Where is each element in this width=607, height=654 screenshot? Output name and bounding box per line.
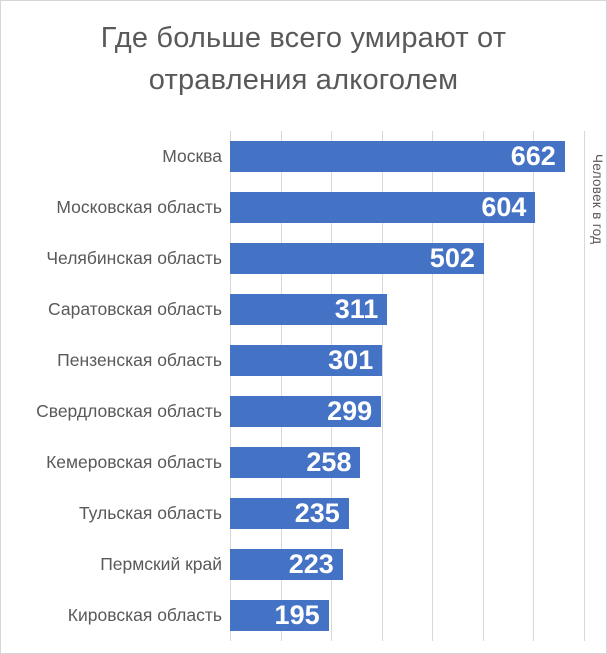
- bar-track: 301: [230, 345, 584, 376]
- bar-row: Тульская область 235: [1, 488, 584, 539]
- category-label: Челябинская область: [46, 248, 222, 268]
- gridline-layer: [230, 131, 585, 641]
- category-label: Кировская область: [67, 605, 222, 625]
- bar-value-label: 235: [294, 498, 340, 528]
- bar: 299: [230, 396, 382, 427]
- bar-row: Кемеровская область 258: [1, 437, 584, 488]
- bar-track: 299: [230, 396, 584, 427]
- bar: 301: [230, 345, 383, 376]
- bar-track: 604: [230, 192, 584, 223]
- category-label: Тульская область: [78, 503, 222, 523]
- category-label: Пермский край: [100, 554, 222, 574]
- bar-value-label: 223: [288, 549, 334, 579]
- bar-row: Пермский край 223: [1, 539, 584, 590]
- bar-rows: Москва 662 Московская область 604 Челябинска…: [1, 131, 584, 641]
- bar-row: Саратовская область 311: [1, 284, 584, 335]
- gridline: [432, 131, 434, 641]
- gridline: [482, 131, 484, 641]
- category-label: Свердловская область: [36, 401, 222, 421]
- bar-row: Кировская область 195: [1, 590, 584, 641]
- bar-value-label: 258: [306, 447, 352, 477]
- category-label: Московская область: [56, 197, 222, 217]
- bar-value-label: 502: [429, 243, 475, 273]
- bar-row: Свердловская область 299: [1, 386, 584, 437]
- bar-value-label: 311: [334, 294, 379, 324]
- bar-row: Челябинская область 502: [1, 233, 584, 284]
- value-axis-title: Человек в год: [590, 154, 605, 245]
- bar-row: Пензенская область 301: [1, 335, 584, 386]
- bar: 235: [230, 498, 349, 529]
- bar: 311: [230, 294, 388, 325]
- bar-track: 502: [230, 243, 584, 274]
- category-label: Пензенская область: [57, 350, 222, 370]
- gridline: [331, 131, 333, 641]
- bar-track: 223: [230, 549, 584, 580]
- category-label: Москва: [162, 146, 222, 166]
- gridline: [381, 131, 383, 641]
- gridline: [280, 131, 282, 641]
- bar-track: 235: [230, 498, 584, 529]
- bar-track: 258: [230, 447, 584, 478]
- bar-track: 195: [230, 600, 584, 631]
- bar-value-label: 662: [510, 141, 556, 171]
- bar-row: Москва 662: [1, 131, 584, 182]
- chart-title: Где больше всего умирают от отравления а…: [100, 22, 507, 96]
- gridline: [533, 131, 535, 641]
- chart-area: Москва 662 Московская область 604 Челябинска…: [1, 131, 607, 641]
- bar-value-label: 195: [274, 600, 320, 630]
- bar: 258: [230, 447, 361, 478]
- bar-value-label: 301: [328, 345, 374, 375]
- bar: 662: [230, 141, 565, 172]
- gridline: [584, 131, 585, 641]
- gridline: [230, 131, 231, 641]
- bar-value-label: 604: [481, 192, 527, 222]
- category-label: Саратовская область: [48, 299, 222, 319]
- bar-track: 662: [230, 141, 584, 172]
- bar-row: Московская область 604: [1, 182, 584, 233]
- bar: 502: [230, 243, 484, 274]
- bar-value-label: 299: [327, 396, 373, 426]
- bar: 223: [230, 549, 343, 580]
- category-label: Кемеровская область: [46, 452, 222, 472]
- bar: 604: [230, 192, 536, 223]
- bar: 195: [230, 600, 329, 631]
- bar-track: 311: [230, 294, 584, 325]
